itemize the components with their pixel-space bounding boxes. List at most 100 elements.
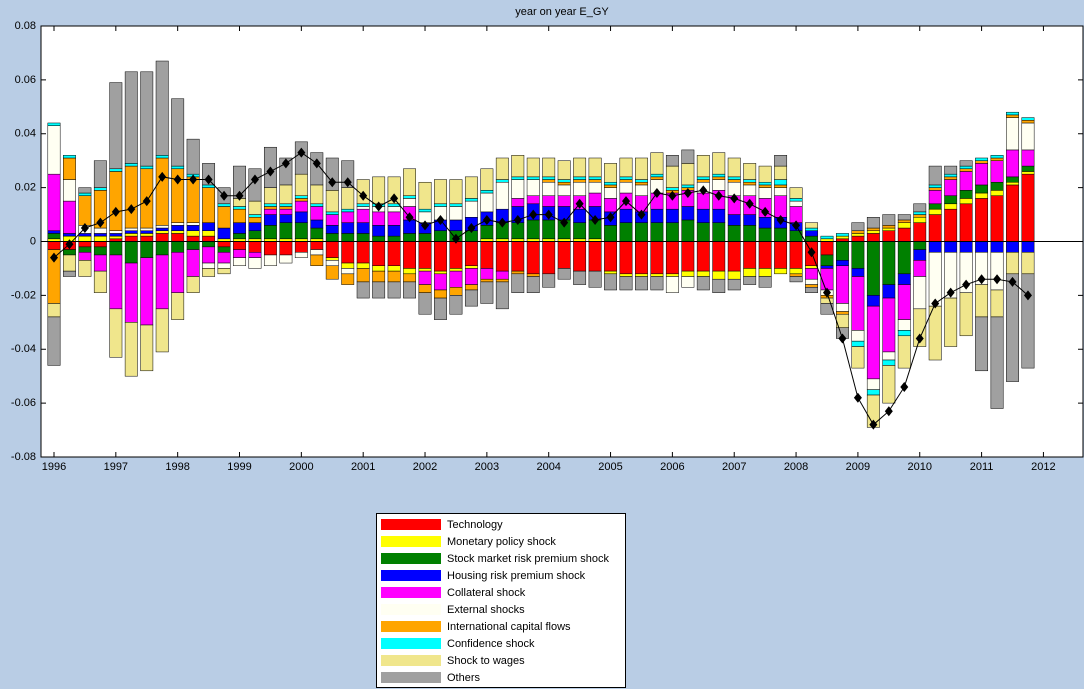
line-marker: [900, 381, 909, 392]
bar-segment: [542, 176, 556, 180]
x-tick-label: 2007: [722, 461, 746, 473]
bar-segment: [155, 241, 169, 256]
bar-segment: [171, 225, 185, 231]
bar-segment: [63, 249, 76, 256]
bar-segment: [511, 270, 525, 275]
bar-segment: [403, 241, 416, 269]
line-marker: [281, 158, 290, 169]
bar-segment: [356, 222, 370, 234]
bar-segment: [511, 241, 525, 272]
bar-segment: [495, 270, 509, 280]
bar-segment: [63, 155, 76, 159]
line-marker: [622, 196, 631, 207]
line-marker: [699, 185, 708, 196]
bar-segment: [866, 217, 880, 229]
bar-segment: [526, 241, 540, 275]
bar-segment: [449, 219, 463, 231]
y-tick-label: -0.04: [11, 343, 36, 355]
bar-segment: [372, 265, 386, 272]
bar-segment: [635, 195, 648, 213]
bar-segment: [109, 82, 123, 170]
line-marker: [776, 214, 785, 225]
bar-segment: [913, 211, 927, 215]
bar-segment: [681, 241, 695, 272]
bar-segment: [63, 270, 76, 277]
bar-segment: [1006, 176, 1019, 183]
bar-segment: [696, 179, 710, 183]
bar-segment: [557, 195, 571, 207]
bar-segment: [217, 203, 231, 207]
bar-segment: [356, 241, 370, 264]
bar-segment: [990, 155, 1004, 159]
bar-segment: [109, 308, 123, 358]
line-marker: [111, 206, 120, 217]
bar-segment: [372, 211, 386, 226]
bar-segment: [619, 157, 633, 178]
bar-segment: [155, 157, 169, 226]
bar-segment: [248, 217, 262, 223]
bar-segment: [403, 268, 416, 275]
bar-segment: [913, 203, 927, 213]
bar-segment: [93, 254, 107, 272]
line-marker: [807, 247, 816, 258]
bar-segment: [944, 195, 958, 205]
line-marker: [730, 193, 739, 204]
x-tick-label: 2008: [784, 461, 808, 473]
bar-segment: [294, 195, 308, 199]
bar-segment: [47, 125, 61, 175]
x-tick-label: 1996: [42, 461, 66, 473]
legend-item: Collateral shock: [381, 584, 621, 601]
bar-segment: [1006, 117, 1019, 151]
bar-segment: [542, 195, 556, 207]
bar-segment: [959, 241, 973, 253]
bar-segment: [712, 241, 726, 272]
line-marker: [436, 214, 445, 225]
bar-segment: [866, 241, 880, 296]
bar-segment: [341, 187, 355, 210]
bar-segment: [155, 227, 169, 231]
bar-segment: [882, 230, 896, 242]
legend-item: Confidence shock: [381, 635, 621, 652]
bar-segment: [140, 241, 154, 258]
bar-segment: [372, 225, 386, 237]
line-marker: [235, 190, 244, 201]
bar-segment: [789, 187, 803, 199]
line-marker: [977, 274, 986, 285]
legend-swatch: [381, 638, 441, 649]
bar-segment: [928, 252, 942, 307]
bar-segment: [882, 359, 896, 366]
bar-segment: [774, 187, 788, 196]
bar-segment: [727, 241, 741, 272]
bar-segment: [805, 222, 818, 229]
bar-segment: [294, 222, 308, 240]
bar-segment: [727, 179, 741, 183]
bar-segment: [93, 241, 107, 248]
bar-segment: [279, 184, 293, 205]
line-marker: [822, 287, 831, 298]
bar-segment: [588, 241, 602, 272]
bar-segment: [959, 165, 973, 170]
y-tick-label: -0.02: [11, 289, 36, 301]
bar-segment: [542, 273, 556, 288]
line-marker: [761, 206, 770, 217]
line-marker: [142, 196, 151, 207]
bar-segment: [341, 241, 355, 264]
bar-segment: [372, 235, 386, 242]
bar-segment: [310, 249, 324, 256]
bar-segment: [310, 254, 324, 266]
bar-segment: [202, 222, 216, 231]
bar-segment: [635, 181, 648, 186]
bar-segment: [743, 179, 757, 183]
line-marker: [652, 188, 661, 199]
bar-segment: [959, 168, 973, 172]
bar-segment: [557, 241, 571, 269]
bar-segment: [325, 190, 339, 213]
bar-segment: [604, 181, 617, 186]
bar-segment: [63, 233, 76, 237]
bar-segment: [990, 241, 1004, 253]
bar-segment: [944, 208, 958, 242]
bar-segment: [758, 227, 772, 242]
bar-segment: [681, 276, 695, 288]
bar-segment: [47, 173, 61, 231]
legend-swatch: [381, 655, 441, 666]
